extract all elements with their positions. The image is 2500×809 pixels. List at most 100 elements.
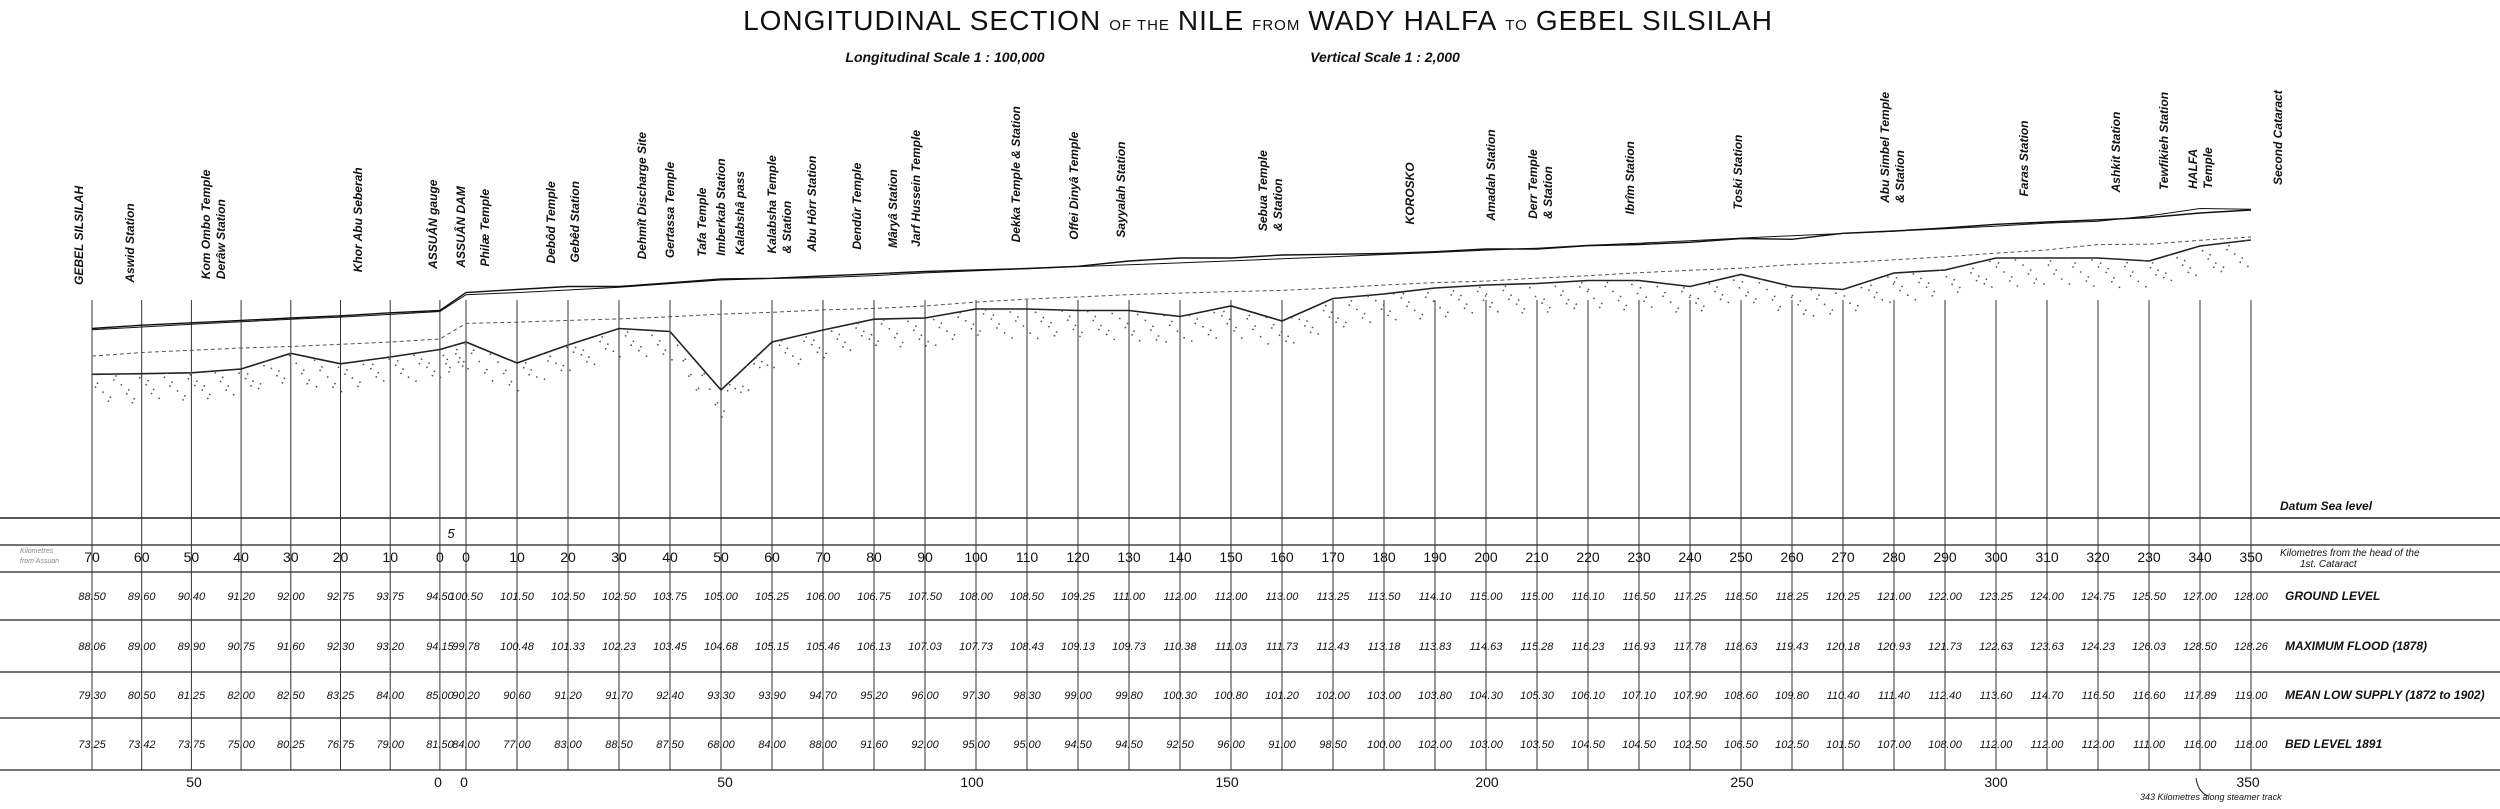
stipple-dot (2055, 269, 2058, 271)
stipple-dot (940, 322, 943, 324)
stipple-dot (1482, 299, 1485, 301)
stipple-dot (91, 373, 93, 376)
station-label: HALFA (2186, 149, 2200, 189)
stipple-dot (219, 380, 222, 383)
stipple-dot (880, 323, 883, 325)
stipple-dot (1223, 310, 1225, 313)
row-value: 87.50 (656, 739, 684, 751)
row-value: 92.30 (327, 641, 355, 653)
stipple-dot (190, 371, 193, 374)
stipple-dot (1899, 289, 1901, 292)
row-value: 112.00 (2031, 739, 2065, 751)
stipple-dot (938, 326, 941, 329)
stipple-dot (413, 354, 415, 357)
station-label: Dehmît Discharge Site (635, 132, 649, 260)
stipple-dot (446, 358, 449, 361)
row-label: MEAN LOW SUPPLY (1872 to 1902) (2285, 688, 2485, 702)
stipple-dot (690, 373, 692, 376)
stipple-dot (165, 372, 168, 375)
stipple-dot (934, 344, 937, 346)
stipple-dot (1460, 294, 1462, 297)
row-value: 82.00 (227, 690, 255, 702)
stipple-dot (1194, 322, 1197, 325)
row-value: 96.00 (1217, 739, 1245, 751)
stipple-dot (377, 371, 380, 374)
stipple-dot (1356, 308, 1358, 311)
stipple-dot (1920, 277, 1922, 280)
station-label: & Station (1541, 166, 1555, 219)
stipple-dot (638, 349, 640, 352)
stipple-dot (1155, 338, 1158, 341)
row-value: 107.50 (908, 591, 943, 603)
stipple-dot (1094, 315, 1097, 318)
stipple-dot (1964, 264, 1967, 267)
stipple-dot (799, 358, 802, 361)
stipple-dot (1298, 318, 1301, 321)
stipple-dot (726, 389, 729, 392)
stipple-dot (1317, 333, 1320, 335)
stipple-dot (1578, 286, 1581, 288)
stipple-dot (708, 388, 711, 390)
stipple-dot (362, 363, 365, 366)
stipple-dot (259, 383, 262, 385)
stipple-dot (2085, 280, 2088, 282)
stipple-dot (1669, 301, 1672, 304)
stipple-dot (2049, 260, 2052, 262)
stipple-dot (203, 384, 206, 387)
stipple-dot (415, 380, 417, 382)
stipple-dot (375, 376, 378, 378)
stipple-dot (773, 366, 775, 369)
left-label: from Assuan (20, 558, 59, 565)
row-value: 111.03 (1215, 641, 1248, 653)
stipple-dot (1818, 294, 1820, 296)
stipple-dot (1138, 339, 1141, 342)
stipple-dot (344, 373, 346, 375)
stipple-dot (2087, 276, 2090, 278)
stipple-dot (464, 343, 467, 345)
stipple-dot (445, 362, 448, 365)
stipple-dot (1708, 283, 1711, 285)
stipple-dot (1868, 289, 1870, 291)
row-value: 106.13 (857, 641, 892, 653)
station-label: & Station (780, 201, 794, 254)
stipple-dot (1113, 338, 1116, 341)
stipple-dot (96, 382, 99, 385)
stipple-dot (1956, 291, 1959, 293)
stipple-dot (244, 377, 247, 380)
stipple-dot (803, 340, 805, 343)
stipple-dot (1050, 321, 1052, 324)
stipple-dot (1235, 326, 1237, 329)
title-part: WADY HALFA (1308, 5, 1497, 36)
row-value: 103.45 (653, 641, 688, 653)
stipple-dot (321, 366, 323, 368)
row-value: 112.00 (1215, 591, 1249, 603)
row-value: 93.90 (758, 690, 786, 702)
row-value: 79.30 (78, 690, 106, 702)
stipple-dot (2097, 266, 2100, 268)
row-value: 88.00 (809, 739, 837, 751)
stipple-dot (959, 311, 962, 314)
station-label: Amadah Station (1484, 129, 1498, 221)
flood-line (91, 207, 2252, 331)
stipple-dot (1695, 302, 1697, 304)
stipple-dot (1623, 308, 1626, 311)
stipple-dot (1617, 299, 1620, 302)
stipple-dot (457, 361, 460, 363)
stipple-dot (1402, 292, 1405, 295)
stipple-dot (265, 360, 267, 362)
stipple-dot (428, 362, 430, 364)
row-value: 75.00 (227, 739, 255, 751)
row-value: 83.25 (327, 690, 355, 702)
row-value: 124.00 (2030, 591, 2065, 603)
stipple-dot (1766, 288, 1768, 291)
stipple-dot (221, 376, 224, 379)
stipple-dot (651, 334, 653, 337)
stipple-dot (612, 350, 615, 353)
stipple-dot (252, 380, 254, 383)
stipple-dot (313, 359, 316, 362)
stipple-dot (232, 393, 235, 396)
row-value: 122.63 (1979, 641, 2014, 653)
stipple-dot (1945, 275, 1948, 278)
stipple-dot (524, 362, 527, 364)
stipple-dot (1856, 304, 1859, 307)
